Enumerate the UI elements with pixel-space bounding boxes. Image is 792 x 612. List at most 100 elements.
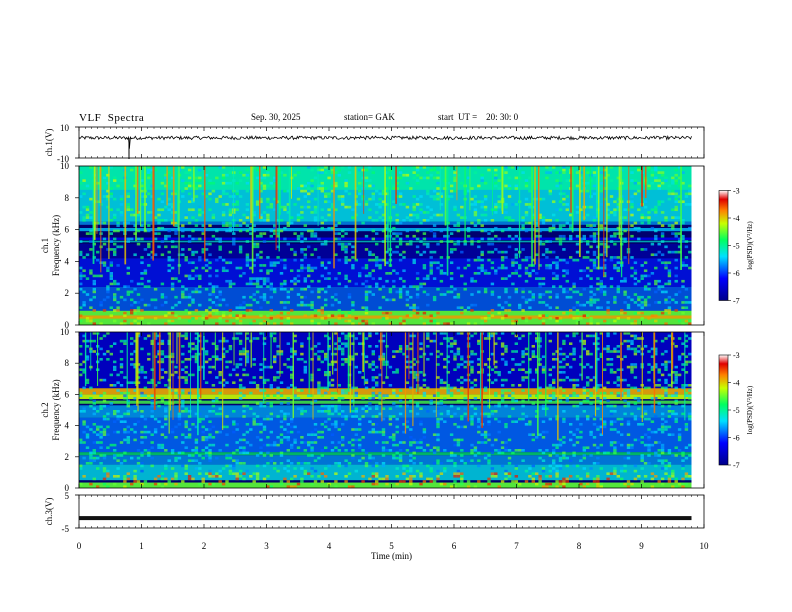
ch1-spectrogram-cell [637, 168, 641, 172]
ch2-spectrogram-cell [290, 355, 294, 358]
ch2-spectrogram-cell [82, 410, 86, 413]
ch2-spectrogram-cell [259, 451, 263, 455]
ch1-spectrogram-cell [347, 279, 352, 283]
ch2-spectrogram-cell [643, 412, 648, 416]
ch1-spectrogram-cell [225, 224, 229, 227]
ch1-spectrogram-cell [174, 314, 178, 318]
ch1-spectrogram-cell [511, 261, 515, 265]
ch1-spectrogram-cell [126, 195, 130, 198]
ch1-spectrogram-cell [307, 245, 311, 249]
ch1-spectrogram-cell [456, 306, 461, 310]
ch1-spectrogram-cell [279, 287, 284, 291]
ch1-spectrogram-cell [623, 311, 627, 315]
ch1-spectrogram-cell [194, 274, 199, 278]
ch1-spectrogram-cell [167, 234, 171, 238]
ch1-spectrogram-cell [371, 197, 375, 201]
ch1-spectrogram-cell [684, 245, 689, 249]
ch1-spectrogram-cell [242, 213, 246, 217]
ch1-spectrogram-cell [310, 279, 314, 283]
ch1-spectrogram-cell [548, 266, 552, 270]
ch1-spectrogram-cell [79, 314, 83, 318]
ch2-spectrogram-cell [181, 352, 185, 356]
ch1-spectrogram-cell [347, 205, 352, 209]
ch1-spectrogram-cell [436, 171, 440, 174]
ch1-spectrogram-cell [449, 261, 454, 265]
ch1-spectrogram-cell [249, 279, 253, 283]
ch1-spectrogram-cell [133, 184, 137, 188]
ch1-spectrogram-cell [109, 232, 113, 235]
ch1-spectrogram-cell [85, 208, 90, 212]
ch2-spectrogram-cell [334, 462, 338, 465]
ch1-spectrogram-cell [647, 282, 651, 286]
ch2-spectrogram-cell [524, 423, 529, 426]
ch2-spectrogram-cell [337, 404, 341, 408]
ch2-spectrogram-cell [364, 410, 369, 413]
ch2-spectrogram-cell [147, 358, 151, 361]
ch2-spectrogram-cell [637, 397, 641, 400]
ch1-spectrogram-cell [364, 290, 369, 294]
ch2-spectrogram-cell [456, 363, 461, 366]
ch2-spectrogram-cell [201, 436, 205, 439]
ch2-spectrogram-cell [395, 417, 399, 421]
ch2-spectrogram-cell [392, 391, 396, 395]
ch2-spectrogram-cell [460, 438, 464, 442]
ch1-spectrogram-cell [419, 176, 423, 180]
ch2-spectrogram-cell [626, 402, 631, 405]
ch2-spectrogram-cell [463, 397, 467, 400]
ch2-spectrogram-cell [123, 420, 127, 423]
ch1-spectrogram-cell [596, 298, 600, 302]
ch2-spectrogram-cell [266, 402, 270, 405]
ch1-spectrogram-cell [341, 195, 345, 198]
ch1-spectrogram-cell [228, 221, 233, 225]
ch1-spectrogram-cell [259, 176, 263, 180]
ch1-spectrogram-cell [184, 181, 188, 185]
ch1-spectrogram-cell [330, 168, 335, 172]
ch1-spectrogram-cell [654, 211, 658, 214]
ch2-spectrogram-cell [521, 399, 525, 403]
ch2-spectrogram-cell [324, 404, 328, 408]
ch1-spectrogram-cell [204, 173, 209, 177]
ch1-spectrogram-cell [409, 213, 413, 217]
ch2-spectrogram-cell [211, 365, 216, 369]
ch1-spectrogram-cell [504, 256, 508, 259]
ch2-spectrogram-cell [327, 373, 331, 377]
ch1-spectrogram-cell [187, 293, 192, 296]
ch2-spectrogram-cell [524, 415, 529, 418]
ch1-spectrogram-cell [201, 211, 205, 214]
ch2-spectrogram-cell [378, 394, 382, 397]
ch2-spectrogram-cell [470, 371, 474, 374]
ch1-spectrogram-cell [548, 171, 552, 174]
ch1-spectrogram-cell [667, 282, 672, 286]
ch2-spectrogram-cell [439, 332, 444, 335]
ch2-spectrogram-cell [310, 430, 314, 434]
ch1-spectrogram-cell [494, 205, 498, 209]
ch1-spectrogram-cell [368, 274, 372, 278]
ch2-spectrogram-cell [589, 365, 593, 369]
ch1-spectrogram-cell [684, 264, 689, 267]
ch1-spectrogram-cell [473, 213, 478, 217]
ch1-spectrogram-cell [415, 173, 420, 177]
ch2-spectrogram-cell [160, 399, 165, 403]
ch2-spectrogram-cell [572, 433, 576, 436]
ch1-spectrogram-cell [208, 224, 212, 227]
ch2-spectrogram-cell [623, 412, 627, 416]
ch2-spectrogram-cell [412, 363, 416, 366]
ch2-spectrogram-cell [470, 386, 474, 390]
ch2-spectrogram-cell [524, 352, 529, 356]
ch1-spectrogram-cell [626, 303, 631, 307]
ch2-spectrogram-cell [381, 397, 386, 400]
ch2-spectrogram-cell [347, 358, 352, 361]
ch2-spectrogram-cell [378, 391, 382, 395]
ch1-spectrogram-cell [123, 319, 127, 323]
ch1-spectrogram-cell [259, 232, 263, 235]
ch2-spectrogram-cell [187, 342, 192, 345]
ch1-spectrogram-cell [221, 224, 226, 227]
ch2-spectrogram-cell [368, 332, 372, 335]
ch1-spectrogram-cell [575, 242, 580, 246]
ch2-spectrogram-cell [599, 399, 603, 403]
ch2-spectrogram-cell [208, 371, 212, 374]
ch2-spectrogram-cell [300, 352, 304, 356]
ch2-spectrogram-cell [150, 342, 154, 345]
ch1-spectrogram-cell [660, 224, 665, 227]
ch2-spectrogram-cell [225, 381, 229, 384]
